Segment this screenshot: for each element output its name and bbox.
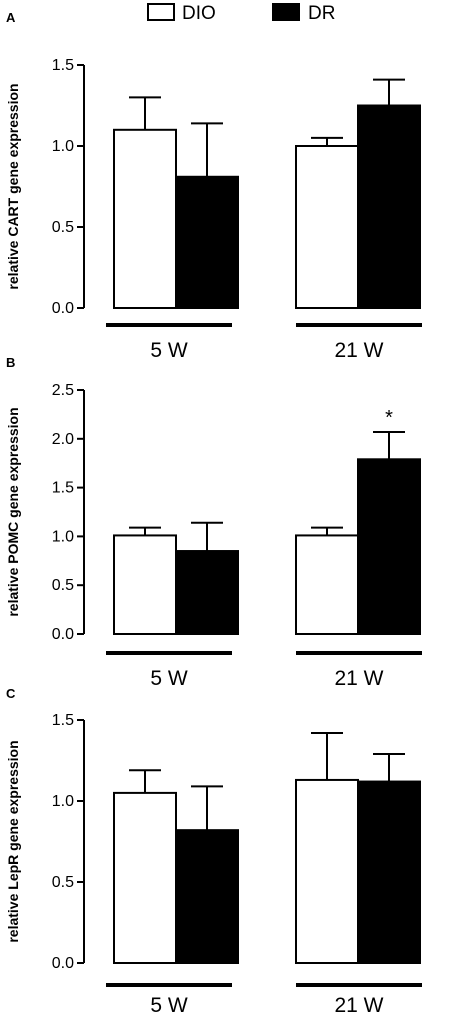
x-category-label: 21 W	[334, 994, 383, 1016]
y-tick-label: 0.0	[52, 955, 74, 972]
bar-dio-1	[295, 778, 359, 964]
y-tick-label: 1.0	[52, 793, 74, 810]
y-tick-label: 1.5	[52, 57, 74, 74]
bar-dr-1	[357, 780, 421, 964]
bar-dr-0	[175, 829, 239, 964]
legend-label-dio: DIO	[182, 3, 216, 24]
x-category-label: 5 W	[150, 667, 188, 690]
y-axis-title: relative POMC gene expression	[5, 407, 21, 616]
bar-dio-1	[295, 534, 359, 636]
y-tick-label: 1.5	[52, 712, 74, 729]
x-category-label: 21 W	[334, 339, 383, 362]
bar-dr-0	[175, 175, 239, 309]
y-tick-label: 0.5	[52, 874, 74, 891]
bar-dio-0	[113, 128, 177, 309]
bar-dr-1	[357, 104, 421, 309]
y-axis-title: relative CART gene expression	[5, 83, 21, 289]
bar-dr-1	[357, 458, 421, 635]
bar-dio-0	[113, 791, 177, 965]
legend-swatch-dio	[147, 3, 175, 21]
y-tick-label: 0.5	[52, 219, 74, 236]
legend: DIO DR	[147, 3, 335, 24]
panel-letter: B	[6, 355, 15, 370]
bar-dr-0	[175, 550, 239, 635]
y-axis-title: relative LepR gene expression	[5, 740, 21, 942]
significance-marker: *	[385, 407, 393, 429]
panel-letter: A	[6, 10, 16, 25]
bar-dio-0	[113, 534, 177, 636]
y-tick-label: 0.5	[52, 577, 74, 594]
y-tick-label: 0.0	[52, 626, 74, 643]
y-tick-label: 1.0	[52, 528, 74, 545]
y-tick-label: 1.5	[52, 480, 74, 497]
bar-dio-1	[295, 145, 359, 309]
y-tick-label: 2.0	[52, 431, 74, 448]
x-category-label: 5 W	[150, 994, 188, 1016]
panel-letter: C	[6, 686, 16, 701]
legend-label-dr: DR	[308, 3, 335, 24]
x-category-label: 5 W	[150, 339, 188, 362]
y-tick-label: 1.0	[52, 138, 74, 155]
y-tick-label: 0.0	[52, 300, 74, 317]
y-tick-label: 2.5	[52, 382, 74, 399]
legend-swatch-dr	[272, 3, 300, 21]
x-category-label: 21 W	[334, 667, 383, 690]
